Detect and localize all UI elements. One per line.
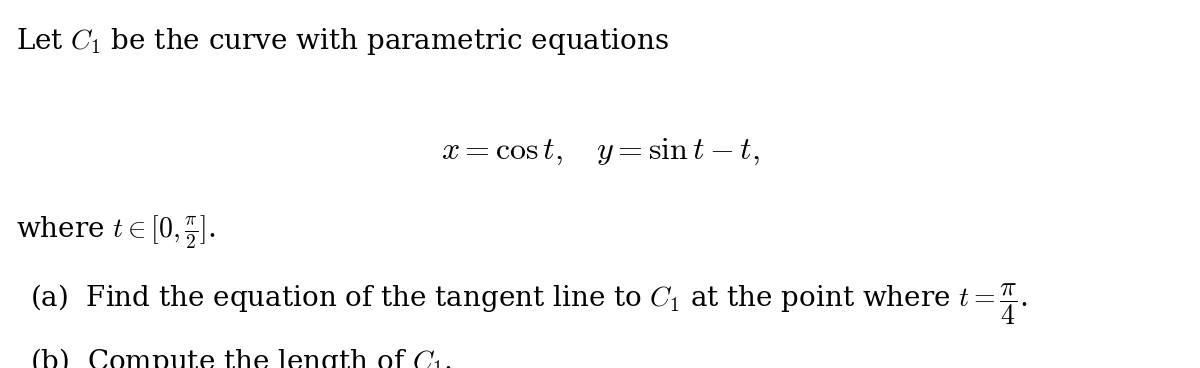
Text: Let $C_1$ be the curve with parametric equations: Let $C_1$ be the curve with parametric e… <box>16 26 668 57</box>
Text: (a)  Find the equation of the tangent line to $C_1$ at the point where $t = \dfr: (a) Find the equation of the tangent lin… <box>30 282 1027 327</box>
Text: where $t \in [0, \frac{\pi}{2}]$.: where $t \in [0, \frac{\pi}{2}]$. <box>16 213 215 251</box>
Text: $x = \cos t, \quad y = \sin t - t,$: $x = \cos t, \quad y = \sin t - t,$ <box>440 136 760 167</box>
Text: (b)  Compute the length of $C_1$.: (b) Compute the length of $C_1$. <box>30 346 451 368</box>
